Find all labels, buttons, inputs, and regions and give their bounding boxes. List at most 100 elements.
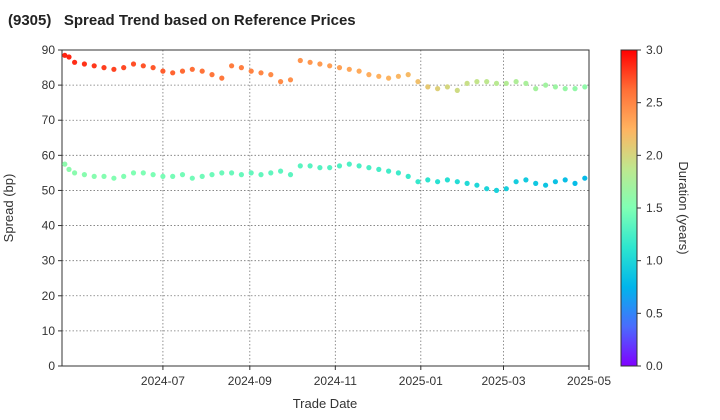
scatter-point [386,168,392,174]
x-tick-label: 2025-03 [481,374,525,388]
data-points [62,52,588,193]
y-tick-label: 20 [42,289,56,303]
scatter-point [160,173,166,179]
scatter-point [435,179,441,185]
scatter-point [474,182,480,188]
scatter-point [111,175,117,181]
y-tick-label: 80 [42,78,56,92]
scatter-point [150,65,156,71]
scatter-point [474,79,480,85]
scatter-point [130,170,137,176]
scatter-point [258,70,264,76]
y-tick-label: 70 [42,113,56,127]
scatter-point [62,161,68,167]
scatter-point [229,170,235,176]
x-axis-ticks: 2024-07 2024-09 2024-11 2025-01 2025-03 2025-… [141,366,611,388]
grid-lines [62,50,589,366]
scatter-point [287,172,294,178]
y-tick-label: 60 [42,148,56,162]
scatter-point [238,172,244,178]
scatter-point [229,63,235,69]
scatter-point [493,80,500,86]
scatter-point [356,68,362,74]
scatter-point [62,52,68,58]
scatter-point [513,179,519,185]
x-tick-label: 2024-11 [314,374,357,388]
scatter-point [415,79,421,85]
scatter-point [464,80,470,86]
scatter-point [493,187,500,193]
x-tick-label: 2024-07 [141,374,185,388]
colorbar-tick-label: 1.0 [646,254,663,268]
scatter-point [140,63,146,69]
plot-frame [61,49,590,367]
scatter-point [91,63,97,69]
scatter-point [454,87,460,93]
scatter-point [199,68,205,74]
colorbar-tick-label: 2.0 [646,148,663,162]
scatter-point [317,165,323,171]
scatter-point [503,186,509,192]
scatter-point [66,166,72,172]
scatter-point [435,86,441,92]
colorbar-tick-label: 0.5 [646,306,663,320]
scatter-point [170,70,176,76]
scatter-point [278,79,284,85]
scatter-point [268,72,274,78]
scatter-point [307,59,313,65]
scatter-point [91,173,97,179]
x-tick-label: 2024-09 [228,374,272,388]
y-tick-label: 40 [42,219,56,233]
scatter-point [327,63,333,69]
colorbar-tick-label: 0.0 [646,359,663,373]
scatter-point [444,84,450,90]
scatter-point [150,172,156,178]
x-tick-label: 2025-01 [399,374,443,388]
colorbar-tick-label: 1.5 [646,201,663,215]
scatter-point [238,65,244,71]
scatter-point [533,86,539,92]
scatter-point [572,86,578,92]
scatter-point [562,177,568,183]
scatter-point [101,173,107,179]
scatter-point [552,179,559,185]
scatter-point [287,77,294,83]
scatter-point [513,79,519,85]
scatter-point [179,172,186,178]
scatter-point [503,80,509,86]
scatter-point [101,65,107,71]
scatter-point [484,186,490,192]
scatter-point [219,170,225,176]
scatter-point [140,170,146,176]
scatter-point [72,170,78,176]
scatter-point [395,170,401,176]
scatter-point [582,84,588,90]
scatter-point [454,179,460,185]
colorbar-label: Duration (years) [676,161,691,254]
scatter-point [297,57,303,64]
scatter-point [179,68,186,74]
colorbar-tick-label: 2.5 [646,96,663,110]
scatter-point [405,72,411,78]
scatter-point [189,175,195,181]
scatter-point [356,163,362,169]
colorbar-ticks: 0.0 0.5 1.0 1.5 2.0 2.5 3.0 [637,43,663,373]
y-tick-label: 50 [42,183,56,197]
scatter-point [366,72,372,78]
scatter-point [552,84,559,90]
scatter-point [376,166,382,172]
scatter-point [72,59,78,65]
y-tick-label: 10 [42,324,56,338]
scatter-point [336,65,343,71]
scatter-point [130,61,137,67]
scatter-point [66,54,72,60]
scatter-point [425,84,431,90]
scatter-point [484,79,490,85]
x-tick-label: 2025-05 [567,374,611,388]
scatter-point [248,170,254,176]
colorbar [620,49,638,367]
scatter-point [533,180,539,186]
scatter-point [523,177,529,183]
x-axis-label: Trade Date [293,396,358,411]
